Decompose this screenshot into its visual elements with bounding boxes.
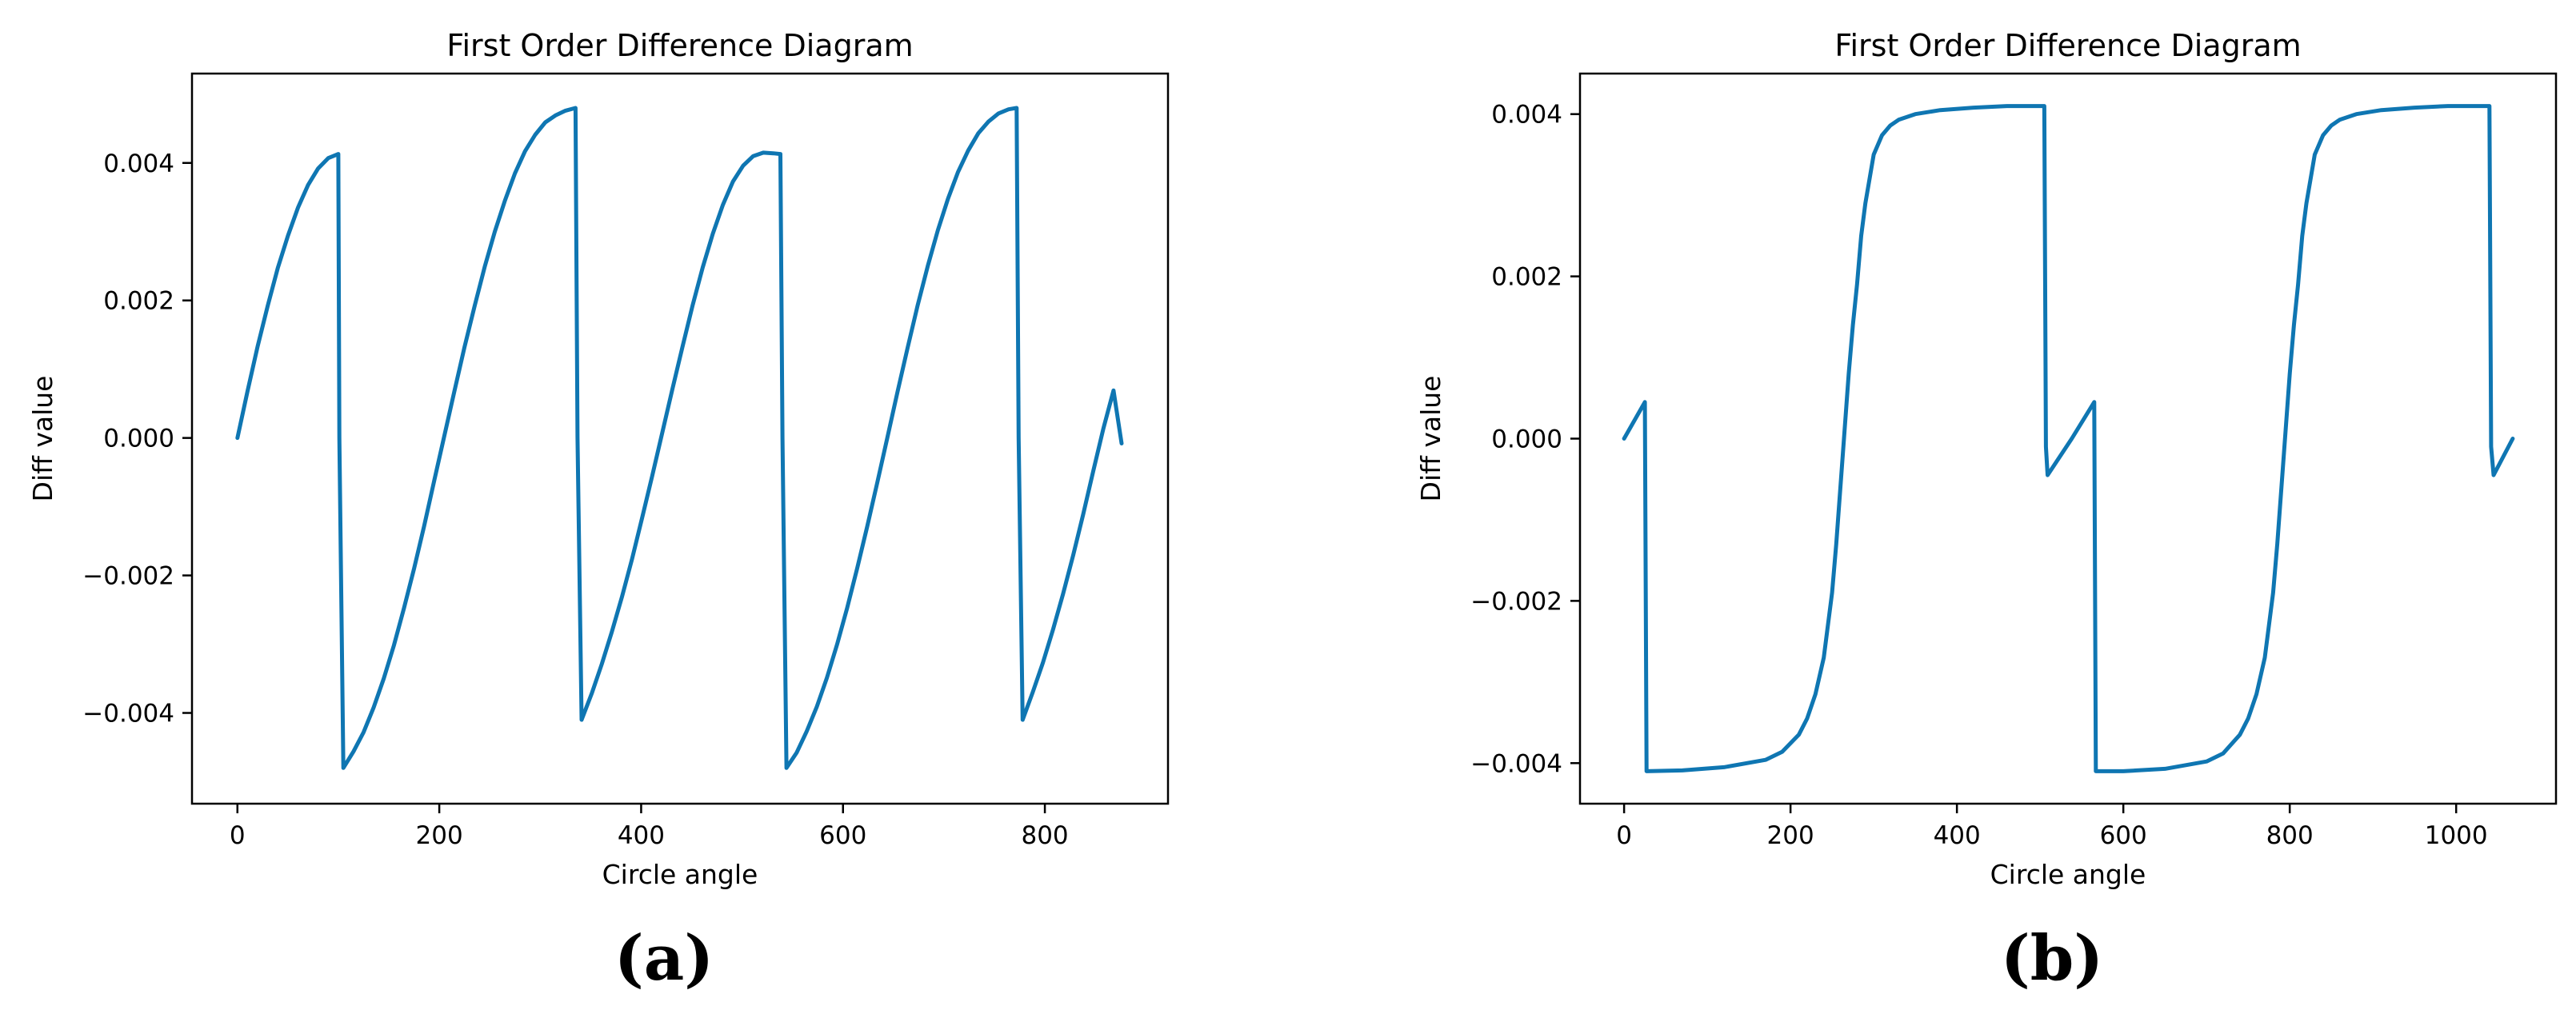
series-line [1622, 104, 2515, 773]
y-tick-label: 0.004 [1491, 101, 1562, 130]
x-axis-label: Circle angle [1990, 859, 2146, 890]
plot-frame [1578, 72, 2558, 805]
x-tick-label: 200 [416, 821, 463, 850]
y-axis-label: Diff value [1415, 376, 1446, 502]
chart-title: First Order Difference Diagram [1834, 28, 2301, 63]
panel-label: (a) [614, 922, 714, 995]
series-line [235, 106, 1124, 770]
chart-panel-a: 0 200 400 600 800 −0.004 −0.002 0.000 0.002 0.004… [27, 28, 1170, 995]
x-tick-label: 600 [2100, 821, 2147, 850]
y-tick-label: −0.004 [82, 700, 174, 729]
panel-label: (b) [2001, 922, 2103, 995]
y-axis-label: Diff value [27, 376, 58, 502]
x-tick-label: 800 [1021, 821, 1068, 850]
chart-panel-b: 0 200 400 600 800 1000 −0.004 −0.002 0.000 0.002 0… [1415, 28, 2558, 995]
x-tick-label: 200 [1767, 821, 1814, 850]
x-tick-label: 0 [1616, 821, 1632, 850]
y-tick-label: 0.002 [103, 287, 174, 316]
chart-title: First Order Difference Diagram [446, 28, 913, 63]
x-tick-label: 800 [2266, 821, 2314, 850]
y-tick-label: 0.000 [1491, 425, 1562, 454]
x-axis-label: Circle angle [602, 859, 758, 890]
x-tick-label: 600 [819, 821, 866, 850]
y-tick-label: −0.002 [1470, 587, 1562, 616]
y-tick-label: −0.004 [1470, 749, 1562, 778]
y-tick-label: 0.002 [1491, 263, 1562, 292]
x-tick-label: 1000 [2425, 821, 2488, 850]
y-tick-label: 0.004 [103, 150, 174, 178]
y-tick-label: 0.000 [103, 425, 174, 453]
x-tick-label: 400 [618, 821, 665, 850]
x-tick-label: 0 [230, 821, 246, 850]
x-tick-label: 400 [1934, 821, 1981, 850]
y-tick-label: −0.002 [82, 562, 174, 591]
